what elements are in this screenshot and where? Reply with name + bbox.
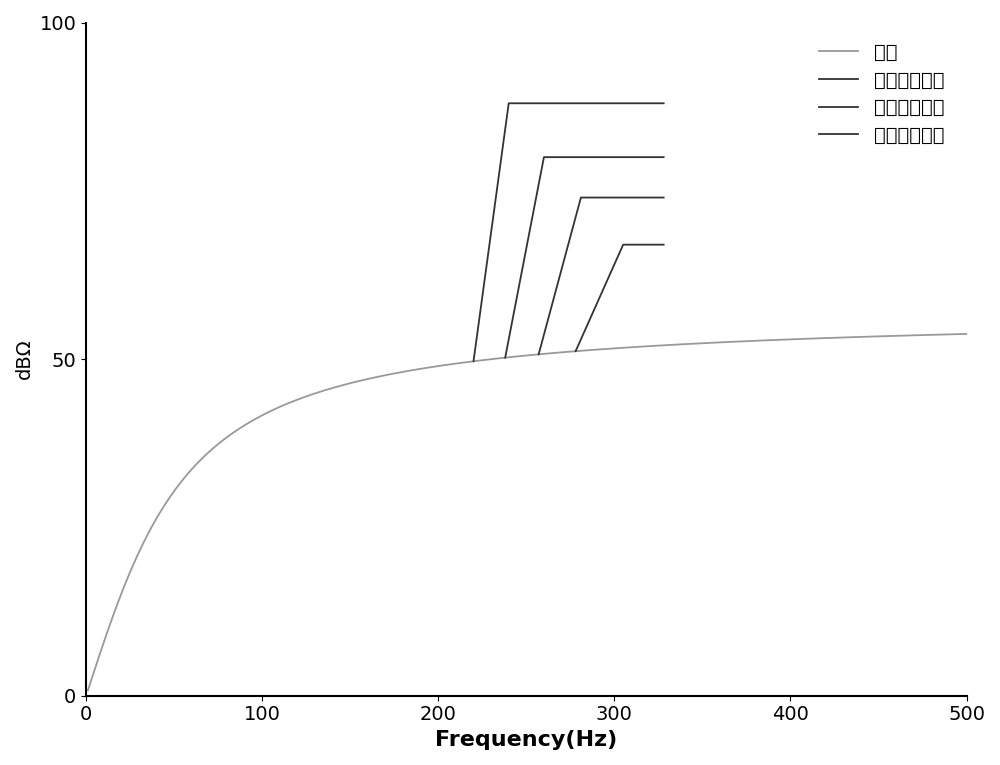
- X-axis label: Frequency(Hz): Frequency(Hz): [435, 730, 617, 750]
- Legend: 正常, 上端径向位移, 中端径向位移, 下端径向位移: 正常, 上端径向位移, 中端径向位移, 下端径向位移: [815, 39, 948, 149]
- Y-axis label: dBΩ: dBΩ: [15, 339, 34, 379]
